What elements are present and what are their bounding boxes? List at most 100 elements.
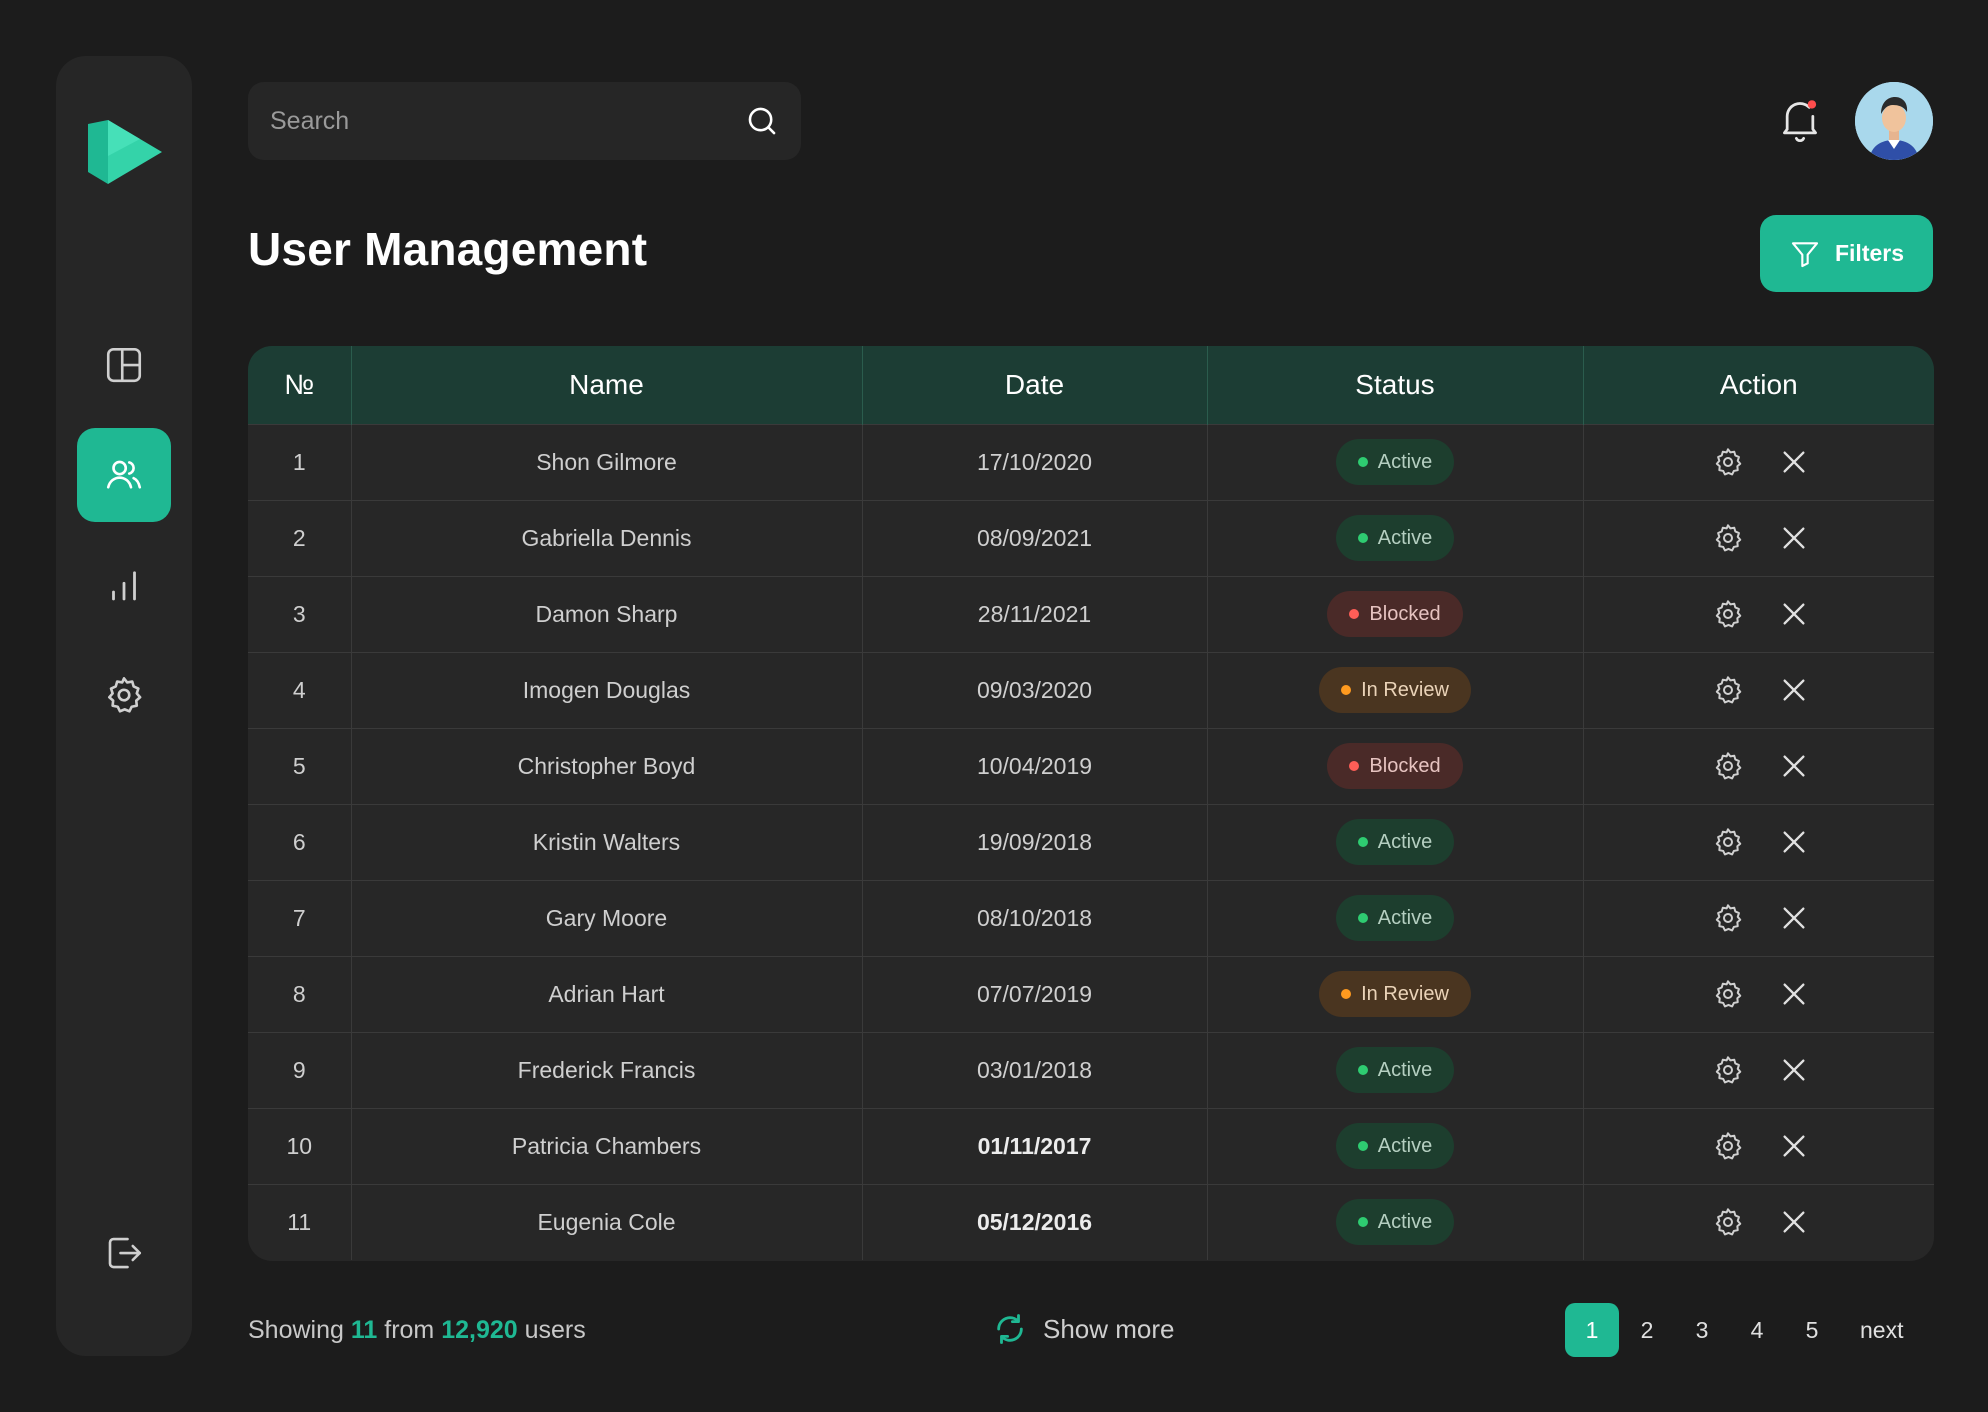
row-status: Active [1207, 880, 1584, 956]
close-icon[interactable] [1778, 902, 1810, 934]
status-label: Active [1377, 1134, 1433, 1157]
table-row[interactable]: 4 Imogen Douglas 09/03/2020 In Review [248, 652, 1934, 728]
notification-bell-icon[interactable] [1778, 96, 1822, 144]
row-name: Damon Sharp [351, 576, 863, 652]
logout-icon [108, 1237, 142, 1269]
gear-icon[interactable] [1712, 1206, 1744, 1238]
pagination: 1 2 3 4 5 next [1565, 1303, 1903, 1357]
status-badge: In Review [1319, 667, 1471, 713]
status-label: Active [1377, 1210, 1433, 1233]
table-row[interactable]: 2 Gabriella Dennis 08/09/2021 Active [248, 500, 1934, 576]
gear-icon[interactable] [1712, 826, 1744, 858]
page-button-3[interactable]: 3 [1695, 1316, 1709, 1343]
results-summary: Showing 11 from 12,920 users [248, 1316, 586, 1345]
row-name: Shon Gilmore [351, 424, 863, 500]
filters-button[interactable]: Filters [1760, 215, 1933, 292]
table-row[interactable]: 9 Frederick Francis 03/01/2018 Active [248, 1032, 1934, 1108]
row-date: 05/12/2016 [862, 1184, 1208, 1260]
row-status: Active [1207, 1184, 1584, 1260]
search-icon[interactable] [745, 104, 779, 138]
close-icon[interactable] [1778, 826, 1810, 858]
user-avatar-image [1855, 82, 1933, 160]
status-label: Blocked [1369, 754, 1441, 777]
close-icon[interactable] [1778, 1054, 1810, 1086]
bar-chart-icon [112, 571, 136, 601]
row-name: Adrian Hart [351, 956, 863, 1032]
close-icon[interactable] [1778, 674, 1810, 706]
close-icon[interactable] [1778, 978, 1810, 1010]
logout-button[interactable] [77, 1206, 171, 1300]
row-number: 9 [248, 1032, 352, 1108]
column-header-name[interactable]: Name [351, 346, 863, 424]
page-button-5[interactable]: 5 [1805, 1316, 1819, 1343]
sidebar-item-settings[interactable] [77, 648, 171, 742]
column-header-status[interactable]: Status [1207, 346, 1584, 424]
page-button-1[interactable]: 1 [1565, 1303, 1619, 1357]
column-header-action[interactable]: Action [1719, 368, 1798, 400]
row-actions [1583, 956, 1934, 1032]
showing-from: from [384, 1316, 435, 1344]
row-date: 03/01/2018 [862, 1032, 1208, 1108]
gear-icon[interactable] [1712, 902, 1744, 934]
table-row[interactable]: 10 Patricia Chambers 01/11/2017 Active [248, 1108, 1934, 1184]
gear-icon[interactable] [1712, 674, 1744, 706]
show-more-button[interactable]: Show more [993, 1312, 1175, 1346]
close-icon[interactable] [1778, 1206, 1810, 1238]
gear-icon[interactable] [1712, 446, 1744, 478]
close-icon[interactable] [1778, 446, 1810, 478]
table-row[interactable]: 8 Adrian Hart 07/07/2019 In Review [248, 956, 1934, 1032]
gear-icon[interactable] [1712, 1130, 1744, 1162]
status-badge: Active [1335, 1199, 1455, 1246]
showing-count: 11 [350, 1316, 378, 1344]
row-status: Active [1207, 1108, 1584, 1184]
table-row[interactable]: 5 Christopher Boyd 10/04/2019 Blocked [248, 728, 1934, 804]
row-status: Active [1207, 424, 1584, 500]
gear-icon[interactable] [1712, 978, 1744, 1010]
row-name: Gary Moore [351, 880, 863, 956]
logo-icon[interactable] [82, 106, 166, 190]
table-row[interactable]: 1 Shon Gilmore 17/10/2020 Active [248, 424, 1934, 500]
column-header-number[interactable]: № [248, 346, 352, 424]
action-buttons [1584, 674, 1935, 706]
status-badge: Active [1335, 439, 1455, 485]
table-row[interactable]: 6 Kristin Walters 19/09/2018 Active [248, 804, 1934, 880]
avatar[interactable] [1855, 82, 1933, 160]
action-buttons [1584, 446, 1935, 478]
close-icon[interactable] [1778, 598, 1810, 630]
sidebar-item-analytics[interactable] [77, 538, 171, 632]
row-number: 3 [248, 576, 352, 652]
table-row[interactable]: 3 Damon Sharp 28/11/2021 Blocked [248, 576, 1934, 652]
status-dot-icon [1357, 837, 1368, 847]
filter-icon [1791, 241, 1819, 267]
sidebar-item-users[interactable] [77, 428, 171, 522]
sidebar-item-dashboard[interactable] [77, 318, 171, 412]
close-icon[interactable] [1778, 1130, 1810, 1162]
gear-icon[interactable] [1712, 522, 1744, 554]
users-table: № Name Date Status Action 1 Shon Gilmore 1… [248, 346, 1934, 1261]
status-badge: Active [1335, 1123, 1455, 1169]
search-input[interactable] [270, 106, 745, 136]
row-status: In Review [1207, 956, 1584, 1032]
table-row[interactable]: 11 Eugenia Cole 05/12/2016 Active [248, 1184, 1934, 1260]
action-buttons [1584, 1130, 1935, 1162]
action-buttons [1584, 978, 1935, 1010]
next-page-button[interactable]: next [1860, 1316, 1904, 1343]
sidebar [56, 56, 192, 1356]
status-dot-icon [1341, 989, 1352, 999]
gear-icon[interactable] [1712, 750, 1744, 782]
page-button-2[interactable]: 2 [1640, 1316, 1654, 1343]
row-status: Blocked [1207, 576, 1584, 652]
close-icon[interactable] [1778, 750, 1810, 782]
column-header-date[interactable]: Date [862, 346, 1208, 424]
action-buttons [1584, 902, 1935, 934]
row-name: Patricia Chambers [351, 1108, 863, 1184]
gear-icon[interactable] [1712, 1054, 1744, 1086]
close-icon[interactable] [1778, 522, 1810, 554]
status-label: In Review [1361, 982, 1449, 1005]
page-button-4[interactable]: 4 [1750, 1316, 1764, 1343]
table-row[interactable]: 7 Gary Moore 08/10/2018 Active [248, 880, 1934, 956]
status-label: Active [1377, 830, 1433, 853]
status-badge: Active [1335, 819, 1455, 865]
gear-icon[interactable] [1712, 598, 1744, 630]
status-dot-icon [1357, 913, 1368, 923]
